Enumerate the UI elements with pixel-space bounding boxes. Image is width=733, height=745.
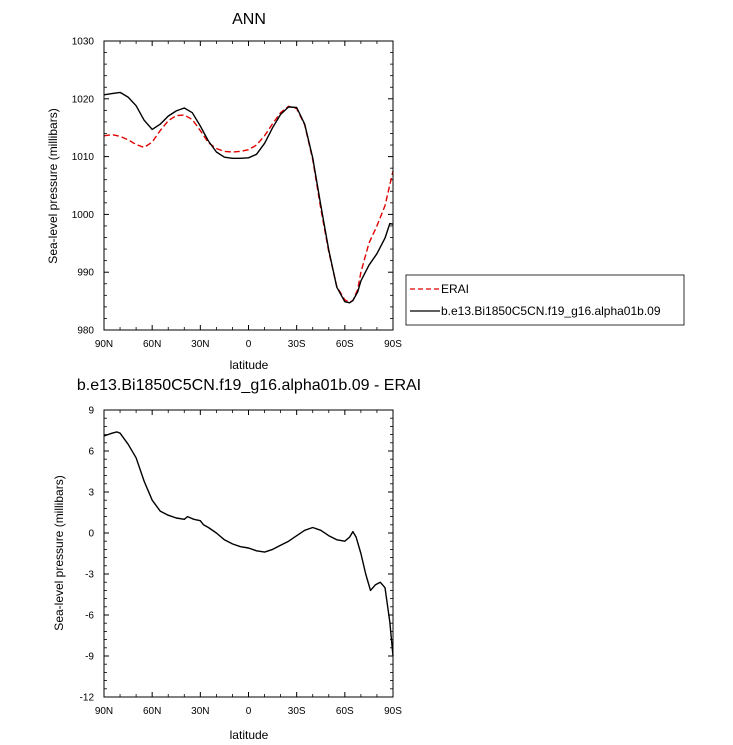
- legend-label-erai: ERAI: [441, 282, 469, 296]
- top-chart-title: ANN: [232, 11, 266, 28]
- top-y-tick-label: 1010: [72, 152, 95, 163]
- bottom-plot-frame: [103, 409, 394, 698]
- bottom-chart-title: b.e13.Bi1850C5CN.f19_g16.alpha01b.09 - E…: [77, 377, 421, 394]
- bottom-y-tick-label: 6: [88, 447, 94, 458]
- top-x-tick-label: 30S: [288, 339, 306, 350]
- top-y-axis-label: Sea-level pressure (millibars): [46, 108, 60, 263]
- bottom-y-tick-label: -12: [80, 693, 95, 704]
- bottom-x-tick-label: 90N: [95, 706, 113, 717]
- top-y-tick-label: 1020: [72, 94, 95, 105]
- legend-box: [405, 274, 685, 326]
- top-plot-frame: [103, 40, 394, 331]
- top-x-tick-label: 90N: [95, 339, 113, 350]
- legend: ERAI b.e13.Bi1850C5CN.f19_g16.alpha01b.0…: [405, 274, 685, 326]
- top-y-tick-label: 1000: [72, 210, 95, 221]
- bottom-series-line-difference: [103, 431, 394, 657]
- bottom-y-tick-label: -9: [85, 652, 94, 663]
- bottom-y-tick-label: -3: [85, 570, 94, 581]
- bottom-x-tick-label: 30N: [191, 706, 209, 717]
- top-panel: ANN 90N 60N 30N 0 30S 60S 90S 980 990 1000 1010 102…: [46, 11, 402, 372]
- legend-label-model: b.e13.Bi1850C5CN.f19_g16.alpha01b.09: [441, 304, 661, 318]
- bottom-panel: b.e13.Bi1850C5CN.f19_g16.alpha01b.09 - E…: [52, 377, 421, 742]
- top-x-tick-label: 60N: [143, 339, 161, 350]
- bottom-x-tick-label: 30S: [288, 706, 306, 717]
- bottom-y-tick-label: 9: [88, 406, 94, 417]
- bottom-x-tick-label: 0: [246, 706, 252, 717]
- top-x-tick-label: 60S: [336, 339, 354, 350]
- bottom-y-tick-label: 0: [88, 529, 94, 540]
- bottom-x-tick-label: 60N: [143, 706, 161, 717]
- top-series-line-erai: [103, 105, 394, 303]
- bottom-x-tick-label: 90S: [384, 706, 402, 717]
- top-x-tick-label: 0: [246, 339, 252, 350]
- top-x-axis-label: latitude: [230, 358, 269, 372]
- top-x-tick-label: 90S: [384, 339, 402, 350]
- bottom-y-tick-label: 3: [88, 488, 94, 499]
- bottom-x-tick-label: 60S: [336, 706, 354, 717]
- top-y-tick-label: 980: [77, 326, 94, 337]
- top-y-tick-label: 990: [77, 268, 94, 279]
- bottom-y-axis-label: Sea-level pressure (millibars): [52, 475, 66, 630]
- bottom-y-tick-label: -6: [85, 611, 94, 622]
- top-series-line-model: [103, 91, 394, 304]
- top-y-tick-label: 1030: [72, 37, 95, 48]
- bottom-x-axis-label: latitude: [230, 728, 269, 742]
- top-x-tick-label: 30N: [191, 339, 209, 350]
